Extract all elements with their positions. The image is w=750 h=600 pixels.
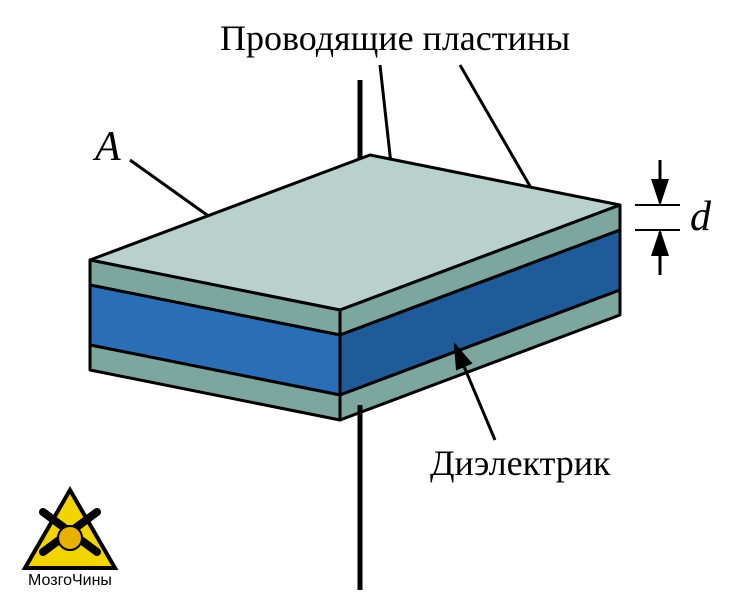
logo-brain-icon — [58, 526, 82, 550]
logo: МозгоЧины — [25, 490, 115, 589]
capacitor-diagram: Проводящие пластины A d Диэлектрик Мозго… — [0, 0, 750, 600]
dielectric-label: Диэлектрик — [430, 443, 611, 483]
distance-symbol-label: d — [690, 194, 712, 240]
logo-text: МозгоЧины — [28, 572, 112, 589]
area-symbol-label: A — [92, 124, 121, 170]
title-label: Проводящие пластины — [220, 18, 570, 58]
